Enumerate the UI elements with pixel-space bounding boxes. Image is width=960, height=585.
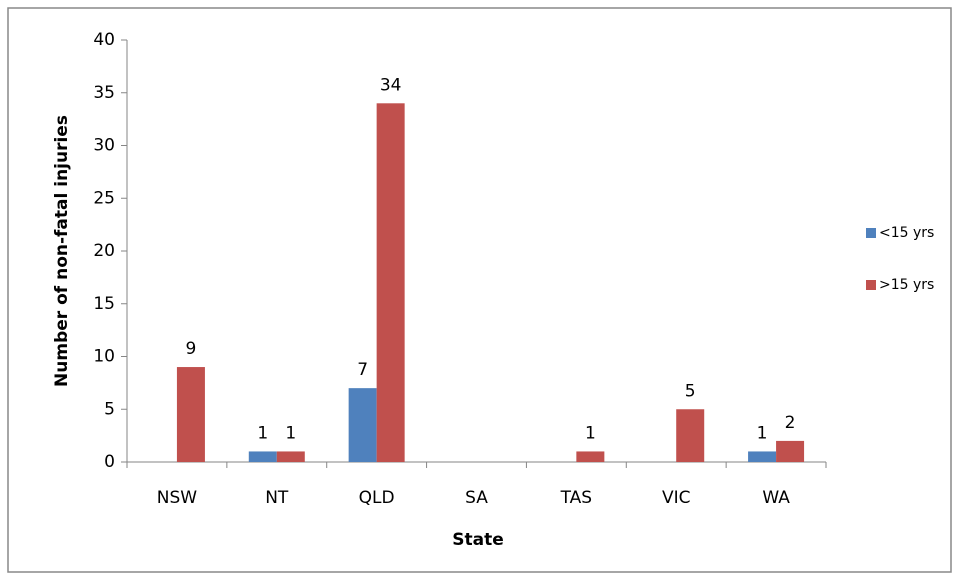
legend-swatch	[866, 228, 876, 238]
bar	[276, 451, 305, 462]
data-label: 1	[757, 423, 768, 443]
y-axis-title: Number of non-fatal injuries	[52, 115, 72, 387]
y-tick-label: 15	[93, 294, 115, 314]
y-tick-label: 25	[93, 188, 115, 208]
bar	[776, 440, 805, 462]
x-tick-label: SA	[465, 488, 488, 508]
bar	[176, 367, 205, 462]
x-tick-label: WA	[762, 488, 790, 508]
bar	[576, 451, 605, 462]
x-tick-label: VIC	[662, 488, 691, 508]
bar	[348, 388, 377, 462]
data-label: 5	[685, 381, 696, 401]
x-tick-label: TAS	[560, 488, 593, 508]
x-tick-label: NT	[265, 488, 289, 508]
y-tick-label: 0	[104, 452, 115, 472]
data-label: 7	[357, 360, 368, 380]
x-tick-label: NSW	[157, 488, 198, 508]
bar	[376, 103, 405, 463]
y-tick-label: 5	[104, 399, 115, 419]
data-label: 1	[585, 423, 596, 443]
x-tick-label: QLD	[359, 488, 395, 508]
y-tick-label: 30	[93, 136, 115, 156]
legend-swatch	[866, 280, 876, 290]
data-label: 1	[257, 423, 268, 443]
y-tick-label: 10	[93, 347, 115, 367]
data-label: 34	[380, 75, 402, 95]
bar	[748, 451, 777, 462]
bar	[248, 451, 277, 462]
x-axis-title: State	[452, 530, 504, 550]
legend-label: >15 yrs	[879, 277, 934, 293]
data-label: 9	[186, 339, 197, 359]
data-label: 2	[785, 413, 796, 433]
bar	[676, 409, 705, 462]
data-label: 1	[285, 423, 296, 443]
y-tick-label: 20	[93, 241, 115, 261]
y-tick-label: 35	[93, 83, 115, 103]
chart-border	[7, 7, 952, 573]
legend-label: <15 yrs	[879, 225, 934, 241]
y-tick-label: 40	[93, 30, 115, 50]
